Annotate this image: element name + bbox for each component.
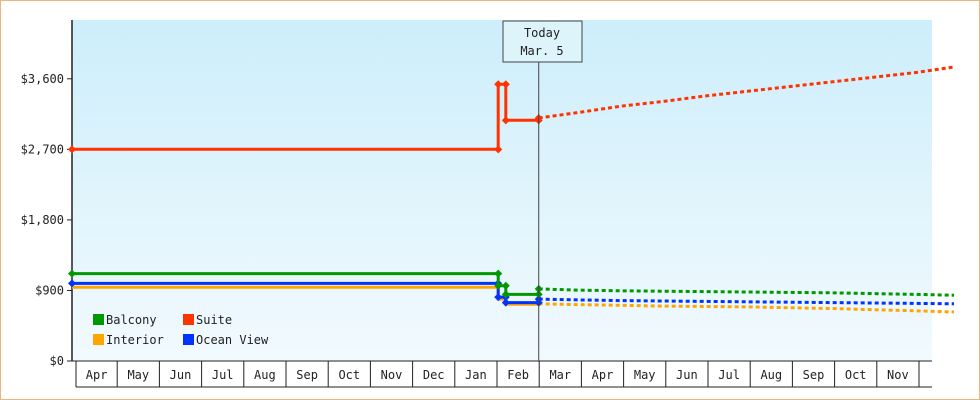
legend: Balcony Suite Interior Ocean View [93, 313, 269, 347]
balcony-point-marker [494, 281, 503, 290]
balcony-point-marker [494, 269, 503, 278]
x-tick-label: Oct [845, 368, 867, 382]
legend-label-ocean-view: Ocean View [196, 333, 269, 347]
x-tick-label: Aug [254, 368, 276, 382]
x-tick-label: Feb [507, 368, 529, 382]
x-tick-label: Nov [887, 368, 909, 382]
balcony-point-marker [501, 290, 510, 299]
suite-point-marker [68, 145, 76, 154]
x-tick-label: Sep [803, 368, 825, 382]
legend-swatch-interior [93, 334, 104, 345]
y-tick-label: $900 [35, 283, 64, 297]
today-label: Today [524, 26, 560, 40]
axis-layer: $0 $900 $1,800 $2,700 $3,600 Apr May Jun Jul Aug S… [21, 20, 932, 388]
x-tick-label: Oct [338, 368, 360, 382]
x-tick-label: Apr [592, 368, 614, 382]
suite-point-marker [501, 80, 510, 89]
x-tick-label: Aug [760, 368, 782, 382]
y-tick-label: $3,600 [21, 72, 64, 86]
y-tick-label: $2,700 [21, 142, 64, 156]
y-tick-label: $0 [50, 354, 64, 368]
x-tick-label: Jul [718, 368, 740, 382]
legend-label-suite: Suite [196, 313, 232, 327]
x-tick-label: Nov [381, 368, 403, 382]
today-date: Mar. 5 [520, 44, 563, 58]
suite-point-marker [494, 145, 503, 154]
x-tick-label: Sep [296, 368, 318, 382]
x-tick-label: May [127, 368, 149, 382]
plot-background [72, 20, 932, 361]
legend-swatch-balcony [93, 314, 104, 325]
ocean-view-point-marker [501, 298, 510, 307]
x-tick-label: Jul [212, 368, 234, 382]
x-tick-label: Jun [676, 368, 698, 382]
balcony-point-marker [68, 269, 76, 278]
legend-swatch-ocean-view [183, 334, 194, 345]
balcony-point-marker [501, 281, 510, 290]
today-marker: Today Mar. 5 [502, 20, 583, 361]
suite-forecast-line [538, 65, 955, 120]
ocean-view-point-marker [68, 279, 76, 288]
x-tick-label: Jun [170, 368, 192, 382]
x-tick-label: May [634, 368, 656, 382]
legend-label-interior: Interior [106, 333, 164, 347]
x-tick-label: Apr [86, 368, 108, 382]
x-tick-label: Jan [465, 368, 487, 382]
x-tick-label: Dec [423, 368, 445, 382]
suite-point-marker [494, 80, 503, 89]
suite-point-marker [501, 116, 510, 125]
legend-swatch-suite [183, 314, 194, 325]
x-tick-label: Mar [549, 368, 571, 382]
today-callout-box [502, 20, 583, 63]
ocean-view-point-marker [494, 293, 503, 302]
legend-label-balcony: Balcony [106, 313, 157, 327]
y-tick-label: $1,800 [21, 213, 64, 227]
